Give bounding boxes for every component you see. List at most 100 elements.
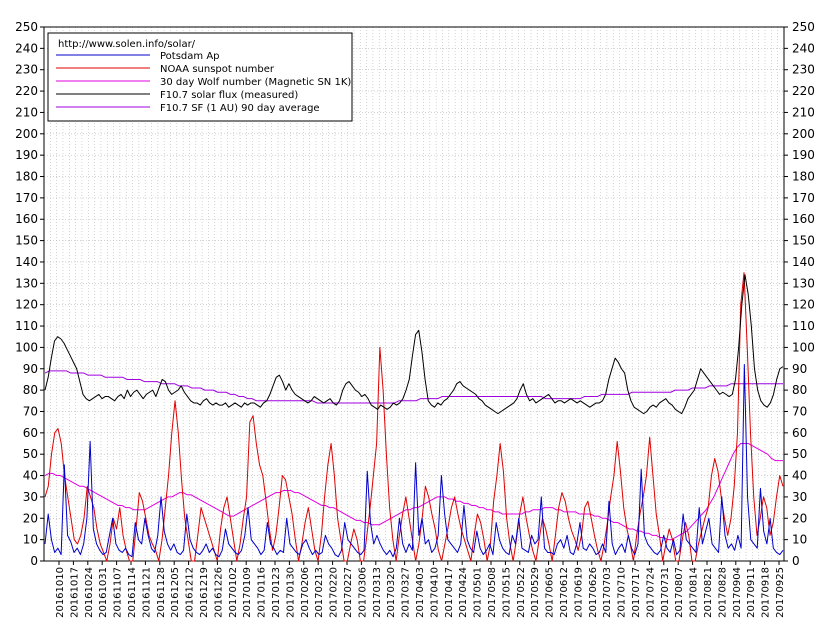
x-tick-label: 20170918 [761, 567, 772, 618]
x-tick-label: 20170417 [444, 567, 455, 618]
x-tick-label: 20161226 [213, 567, 224, 618]
x-tick-label: 20170123 [271, 567, 282, 618]
series-lines [44, 272, 784, 562]
x-tick-label: 20161017 [69, 567, 80, 618]
y-axis-left: 0 10 20 30 40 50 60 70 80 90 100 110 120 130 140 150 160… [15, 20, 44, 568]
y-tick-label: 50 [23, 447, 38, 461]
y-tick-label: 230 [15, 63, 38, 77]
x-tick-label: 20170717 [631, 567, 642, 618]
y-tick-label: 140 [15, 255, 38, 269]
x-tick-label: 20170102 [228, 567, 239, 618]
y-tick-label: 150 [15, 234, 38, 248]
x-tick-label: 20170424 [458, 567, 469, 618]
y-tick-label: 110 [15, 319, 38, 333]
y-tick-label: 10 [23, 533, 38, 547]
legend-source-url: http://www.solen.info/solar/ [58, 39, 196, 50]
legend-label: F10.7 solar flux (measured) [160, 90, 298, 101]
y-tick-label: 70 [23, 404, 38, 418]
x-tick-label: 20170213 [314, 567, 325, 618]
y-tick-label: 10 [792, 533, 807, 547]
legend: http://www.solen.info/solar/ Potsdam Ap N… [47, 32, 353, 122]
legend-box [47, 32, 353, 122]
x-tick-label: 20161024 [84, 567, 95, 618]
x-tick-label: 20170703 [602, 567, 613, 618]
series-line-1 [44, 272, 784, 562]
x-tick-label: 20161114 [127, 567, 138, 618]
x-tick-label: 20170619 [573, 567, 584, 618]
x-tick-label: 20161121 [141, 567, 152, 618]
y-tick-label: 180 [15, 170, 38, 184]
x-tick-label: 20170306 [357, 567, 368, 618]
x-tick-label: 20170605 [545, 567, 556, 618]
x-tick-label: 20161031 [98, 567, 109, 618]
x-tick-label: 20170626 [588, 567, 599, 618]
x-tick-label: 20161010 [55, 567, 66, 618]
y-tick-label: 80 [792, 383, 807, 397]
y-tick-label: 220 [15, 84, 38, 98]
y-tick-label: 250 [792, 20, 815, 34]
x-tick-label: 20170227 [343, 567, 354, 618]
x-tick-label: 20170612 [559, 567, 570, 618]
y-tick-label: 90 [23, 362, 38, 376]
y-tick-label: 190 [15, 148, 38, 162]
x-tick-label: 20170515 [501, 567, 512, 618]
y-tick-label: 100 [792, 340, 815, 354]
y-tick-label: 80 [23, 383, 38, 397]
x-tick-label: 20170925 [775, 567, 786, 618]
y-tick-label: 90 [792, 362, 807, 376]
x-tick-label: 20170501 [473, 567, 484, 618]
y-tick-label: 210 [792, 105, 815, 119]
x-tick-label: 20170821 [703, 567, 714, 618]
y-tick-label: 100 [15, 340, 38, 354]
x-tick-label: 20170911 [746, 567, 757, 618]
y-tick-label: 230 [792, 63, 815, 77]
y-tick-label: 140 [792, 255, 815, 269]
y-tick-label: 20 [792, 511, 807, 525]
x-tick-label: 20170814 [689, 567, 700, 618]
y-tick-label: 130 [792, 276, 815, 290]
y-tick-label: 30 [23, 490, 38, 504]
y-tick-label: 170 [792, 191, 815, 205]
y-tick-label: 170 [15, 191, 38, 205]
x-tick-label: 20170904 [732, 567, 743, 618]
x-tick-label: 20170410 [429, 567, 440, 618]
x-tick-label: 20170710 [617, 567, 628, 618]
y-tick-label: 180 [792, 170, 815, 184]
y-tick-label: 0 [30, 554, 38, 568]
y-tick-label: 120 [792, 298, 815, 312]
x-tick-label: 20161212 [185, 567, 196, 618]
y-tick-label: 40 [23, 469, 38, 483]
y-tick-label: 50 [792, 447, 807, 461]
y-tick-label: 30 [792, 490, 807, 504]
y-axis-right: 0 10 20 30 40 50 60 70 80 90 100 110 120 130 140 150 160… [784, 20, 815, 568]
legend-label: NOAA sunspot number [160, 64, 275, 75]
y-tick-label: 60 [792, 426, 807, 440]
series-line-3 [44, 274, 784, 415]
x-axis: 20161010 20161017 20161024 20161031 20161107… [55, 561, 786, 618]
x-tick-label: 20170327 [401, 567, 412, 618]
y-tick-label: 130 [15, 276, 38, 290]
y-tick-label: 200 [792, 127, 815, 141]
y-tick-label: 220 [792, 84, 815, 98]
y-tick-label: 240 [792, 41, 815, 55]
x-tick-label: 20170206 [300, 567, 311, 618]
legend-label: 30 day Wolf number (Magnetic SN 1K) [160, 77, 351, 88]
series-line-4 [44, 370, 783, 404]
y-tick-label: 250 [15, 20, 38, 34]
x-tick-label: 20170220 [329, 567, 340, 618]
x-tick-label: 20161107 [113, 567, 124, 618]
y-tick-label: 70 [792, 404, 807, 418]
y-tick-label: 200 [15, 127, 38, 141]
x-tick-label: 20170731 [660, 567, 671, 618]
y-tick-label: 20 [23, 511, 38, 525]
y-tick-label: 110 [792, 319, 815, 333]
plot-frame [43, 26, 785, 562]
x-tick-label: 20161219 [199, 567, 210, 618]
x-tick-label: 20161205 [170, 567, 181, 618]
x-tick-label: 20170403 [415, 567, 426, 618]
y-tick-label: 120 [15, 298, 38, 312]
y-tick-label: 160 [15, 212, 38, 226]
y-tick-label: 160 [792, 212, 815, 226]
x-tick-label: 20170508 [487, 567, 498, 618]
